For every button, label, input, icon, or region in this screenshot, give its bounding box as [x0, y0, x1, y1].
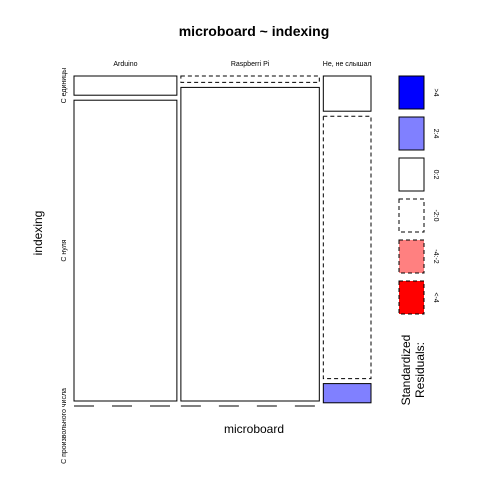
- mosaic-tile: [180, 86, 320, 402]
- mosaic-tile: [322, 75, 372, 112]
- legend-label: -4:-2: [432, 249, 439, 264]
- mosaic-tile: [73, 99, 178, 402]
- column-label: Raspberri Pi: [231, 61, 270, 68]
- legend-label: 2:4: [432, 129, 439, 139]
- x-axis-label: microboard: [224, 422, 284, 436]
- row-label: С нуля: [61, 239, 68, 261]
- legend-swatch: [398, 116, 425, 151]
- legend-swatch: [398, 198, 425, 233]
- legend-label: 0:2: [432, 170, 439, 180]
- legend-label: <-4: [432, 292, 439, 302]
- chart-title: microboard ~ indexing: [179, 23, 330, 39]
- legend-label: >4: [432, 89, 439, 97]
- column-label: Не, не слышал: [323, 61, 372, 68]
- row-label: С единицы: [61, 68, 68, 104]
- legend-swatch: [398, 280, 425, 315]
- mosaic-tile: [180, 75, 320, 83]
- legend-swatch: [398, 75, 425, 110]
- row-label: С произвольного числа: [61, 388, 68, 464]
- y-axis-label: indexing: [31, 211, 45, 256]
- legend-swatch: [398, 157, 425, 192]
- column-label: Arduino: [113, 61, 137, 68]
- mosaic-tile: [322, 383, 372, 404]
- mosaic-tile: [73, 75, 178, 96]
- legend-label: -2:0: [432, 209, 439, 221]
- legend-title: Residuals:: [413, 342, 427, 398]
- mosaic-tile: [322, 115, 372, 380]
- legend-swatch: [398, 239, 425, 274]
- legend-title: Standardized: [399, 335, 413, 406]
